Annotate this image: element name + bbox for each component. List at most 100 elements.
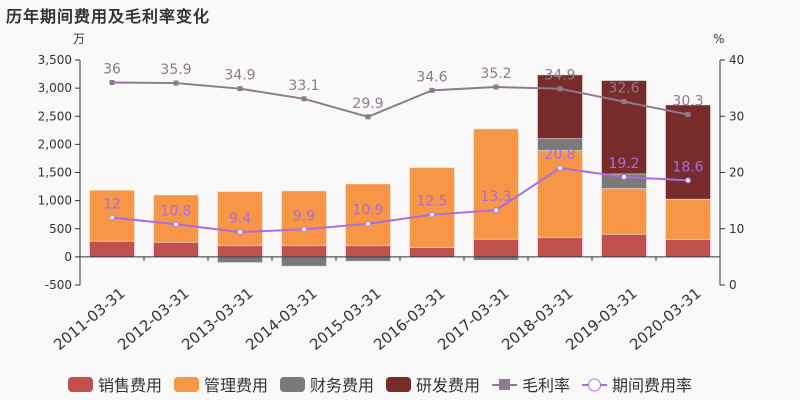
- data-label: 12.5: [416, 194, 447, 210]
- point-毛利率: [365, 114, 371, 120]
- legend-swatch: [386, 377, 411, 392]
- bar-管理费用: [665, 199, 711, 241]
- bar-销售费用: [473, 238, 519, 258]
- point-期间费用率: [173, 221, 179, 228]
- right-tick-label: 20: [729, 166, 744, 180]
- legend-marker: [499, 379, 510, 390]
- legend-label: 研发费用: [416, 376, 480, 395]
- bar-销售费用: [601, 233, 647, 258]
- bar-财务费用: [281, 256, 327, 267]
- data-label: 29.9: [352, 96, 383, 112]
- point-期间费用率: [109, 214, 115, 221]
- bar-管理费用: [281, 190, 327, 247]
- point-毛利率: [557, 86, 563, 92]
- right-unit: %: [713, 32, 724, 46]
- point-期间费用率: [301, 226, 307, 233]
- left-tick-label: 2,500: [38, 109, 72, 123]
- data-label: 18.6: [672, 159, 703, 175]
- bar-管理费用: [345, 183, 391, 247]
- bar-管理费用: [89, 189, 135, 242]
- right-tick-label: 40: [729, 53, 744, 67]
- left-tick-label: -500: [45, 278, 72, 292]
- bar-销售费用: [217, 245, 263, 258]
- data-label: 10.8: [160, 203, 191, 219]
- x-tick-label: 2020-03-31: [626, 284, 704, 354]
- legend-marker: [588, 378, 601, 392]
- legend-swatch: [174, 377, 199, 392]
- bar-销售费用: [89, 240, 135, 258]
- left-tick-label: 3,000: [38, 81, 72, 95]
- data-label: 36: [103, 62, 121, 78]
- point-期间费用率: [493, 207, 499, 214]
- point-毛利率: [493, 84, 499, 90]
- bar-销售费用: [665, 239, 711, 258]
- legend-label: 管理费用: [204, 376, 268, 395]
- right-tick-label: 30: [729, 109, 744, 123]
- data-label: 34.9: [224, 68, 255, 84]
- point-毛利率: [237, 86, 243, 92]
- data-label: 35.2: [480, 66, 511, 82]
- point-期间费用率: [429, 211, 435, 218]
- bar-销售费用: [345, 245, 391, 258]
- data-label: 9.9: [293, 208, 315, 224]
- left-tick-label: 500: [49, 222, 72, 236]
- point-毛利率: [173, 80, 179, 86]
- data-label: 34.6: [416, 69, 447, 85]
- left-tick-label: 3,500: [38, 53, 72, 67]
- legend-swatch: [68, 377, 93, 392]
- point-毛利率: [301, 96, 307, 102]
- left-unit: 万: [73, 32, 85, 46]
- legend-swatch: [280, 377, 305, 392]
- data-label: 13.3: [480, 189, 511, 205]
- data-label: 20.8: [544, 147, 575, 163]
- point-毛利率: [685, 112, 691, 118]
- point-期间费用率: [365, 220, 371, 227]
- left-tick-label: 0: [64, 250, 72, 264]
- bar-管理费用: [537, 150, 583, 239]
- legend-label: 销售费用: [98, 376, 162, 395]
- bar-管理费用: [217, 191, 263, 247]
- bar-研发费用: [601, 80, 647, 175]
- bar-销售费用: [281, 245, 327, 258]
- bar-销售费用: [153, 241, 199, 258]
- bar-财务费用: [217, 256, 263, 264]
- bar-管理费用: [409, 167, 455, 249]
- bar-销售费用: [409, 247, 455, 258]
- bar-销售费用: [537, 237, 583, 258]
- bar-财务费用: [345, 256, 391, 262]
- legend-label: 毛利率: [522, 376, 570, 395]
- left-tick-label: 1,000: [38, 194, 72, 208]
- data-label: 34.9: [544, 68, 575, 84]
- bar-研发费用: [665, 104, 711, 200]
- chart-title: 历年期间费用及毛利率变化: [6, 7, 211, 26]
- data-label: 32.6: [608, 81, 639, 97]
- right-tick-label: 0: [729, 278, 737, 292]
- data-label: 10.9: [352, 203, 383, 219]
- legend-label: 期间费用率: [612, 376, 692, 395]
- point-期间费用率: [237, 229, 243, 236]
- data-label: 33.1: [288, 78, 319, 94]
- bar-管理费用: [473, 128, 519, 240]
- point-毛利率: [429, 87, 435, 93]
- left-tick-label: 2,000: [38, 137, 72, 151]
- point-毛利率: [109, 80, 115, 85]
- point-期间费用率: [685, 177, 691, 184]
- bar-研发费用: [537, 74, 583, 140]
- data-label: 9.4: [229, 211, 251, 227]
- line-毛利率: [111, 81, 689, 118]
- line-期间费用率: [111, 166, 689, 234]
- point-毛利率: [621, 99, 627, 105]
- data-label: 19.2: [608, 156, 639, 172]
- bar-管理费用: [153, 194, 199, 243]
- left-tick-label: 1,500: [38, 166, 72, 180]
- legend-label: 财务费用: [310, 376, 374, 395]
- data-label: 30.3: [672, 94, 703, 110]
- right-tick-label: 10: [729, 222, 744, 236]
- bar-管理费用: [601, 188, 647, 235]
- point-期间费用率: [557, 165, 563, 171]
- data-label: 12: [103, 197, 121, 213]
- point-期间费用率: [621, 174, 627, 180]
- data-label: 35.9: [160, 62, 191, 78]
